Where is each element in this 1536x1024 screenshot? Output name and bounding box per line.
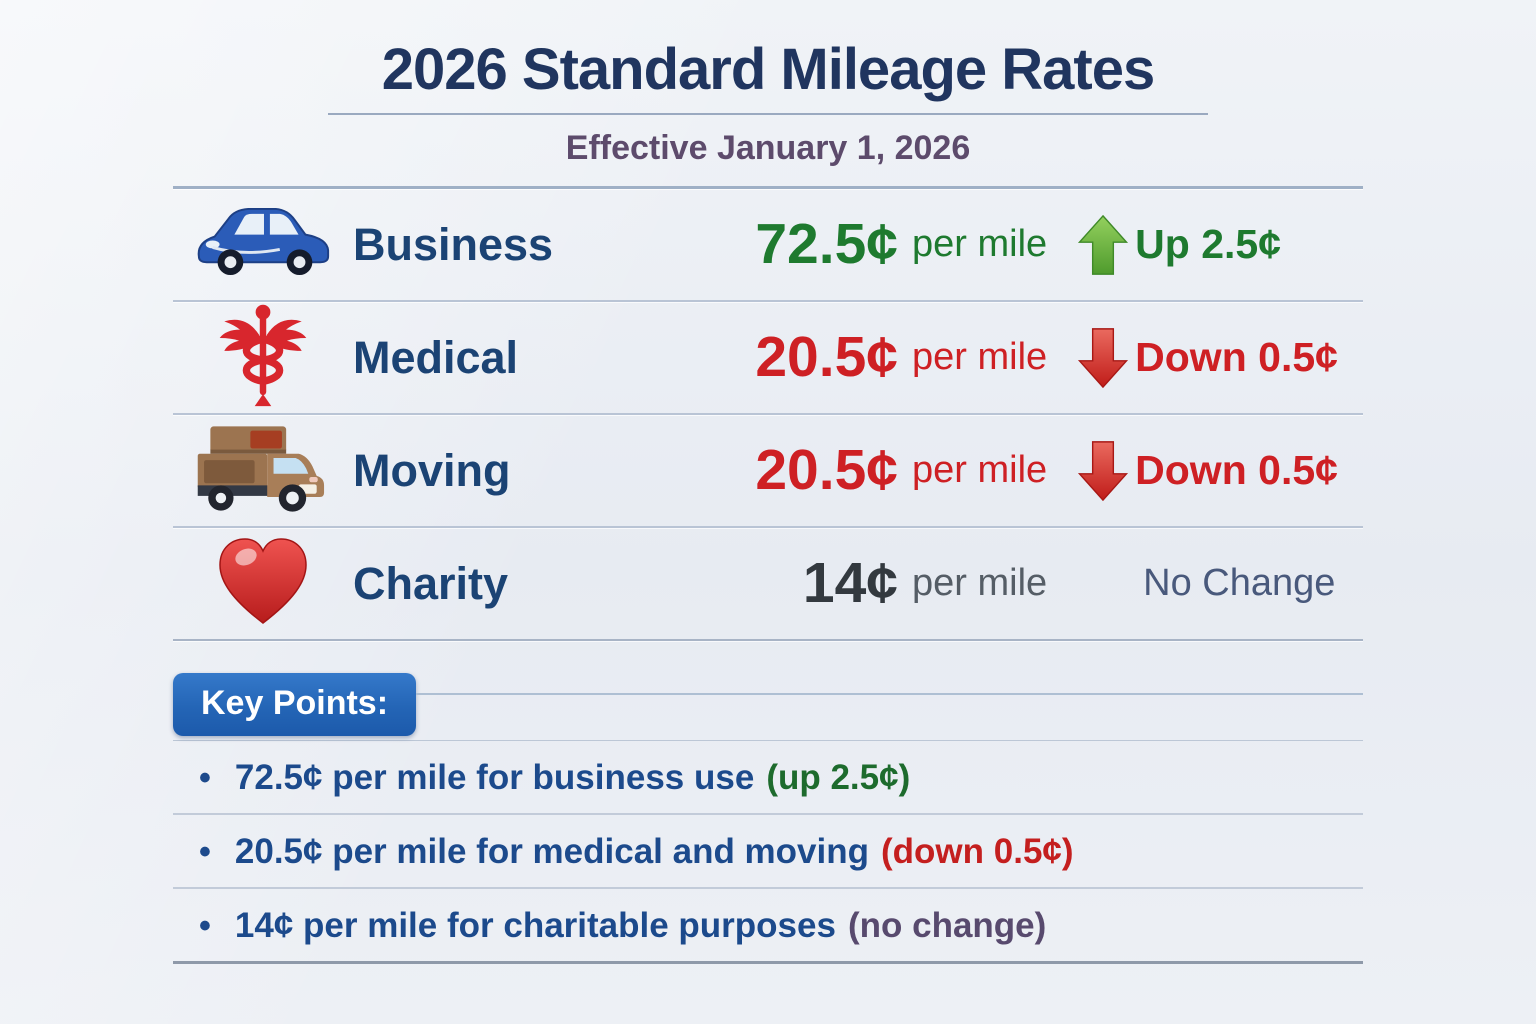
change-label: Down 0.5¢ [1135,334,1338,380]
title-underline [328,113,1208,115]
header-divider [173,186,1363,189]
row-divider [173,413,1363,415]
rate-unit: per mile [912,336,1048,378]
key-point-note: (no change) [847,906,1047,945]
row-divider [173,300,1363,302]
mileage-rates-infographic: 2026 Standard Mileage Rates Effective Ja… [173,0,1363,964]
moving-truck-icon [188,418,338,523]
up-arrow-icon [1077,214,1129,276]
category-label: Moving [353,444,511,496]
row-divider [173,526,1363,528]
key-points-divider [173,740,1363,741]
rate-row-medical: Medical 20.5¢ per mile Down 0.5¢ [173,302,1363,413]
rate-row-charity: Charity 14¢ per mile No Change [173,528,1363,639]
heart-icon [213,533,313,634]
change-label: Down 0.5¢ [1135,447,1338,493]
category-label: Charity [353,557,509,609]
category-label: Business [353,218,554,270]
key-point-note: (up 2.5¢) [766,758,911,797]
rate-value: 72.5¢ [755,212,898,276]
category-label: Medical [353,331,519,383]
car-icon [189,195,337,294]
rate-unit: per mile [912,223,1048,265]
down-arrow-icon [1077,440,1129,502]
rate-value: 20.5¢ [755,438,898,502]
key-points-topline [416,693,1363,695]
bullet-dot: • [199,833,211,871]
rate-unit: per mile [912,562,1048,604]
key-point-item: • 20.5¢ per mile for medical and moving … [173,815,1363,889]
bullet-dot: • [199,759,211,797]
key-points-list: • 72.5¢ per mile for business use (up 2.… [173,741,1363,964]
key-point-text: 72.5¢ per mile for business use [234,758,755,797]
row-divider [173,639,1363,641]
down-arrow-icon [1077,327,1129,389]
caduceus-icon [207,302,319,413]
key-points-heading: Key Points: [173,673,417,736]
rate-value: 14¢ [802,551,898,615]
rate-row-business: Business 72.5¢ per mile Up 2.5¢ [173,189,1363,300]
key-point-item: • 14¢ per mile for charitable purposes (… [173,889,1363,964]
key-point-text: 20.5¢ per mile for medical and moving [234,832,870,871]
key-points-header: Key Points: [173,673,1363,736]
key-point-text: 14¢ per mile for charitable purposes [234,906,836,945]
change-label: Up 2.5¢ [1135,221,1281,267]
page-title: 2026 Standard Mileage Rates [381,37,1155,102]
effective-date-subtitle: Effective January 1, 2026 [565,129,971,167]
rate-row-moving: Moving 20.5¢ per mile Down 0.5¢ [173,415,1363,526]
bullet-dot: • [199,907,211,945]
key-point-note: (down 0.5¢) [881,832,1074,871]
change-label: No Change [1143,562,1336,604]
key-point-item: • 72.5¢ per mile for business use (up 2.… [173,741,1363,815]
rate-value: 20.5¢ [755,325,898,389]
rate-unit: per mile [912,449,1048,491]
